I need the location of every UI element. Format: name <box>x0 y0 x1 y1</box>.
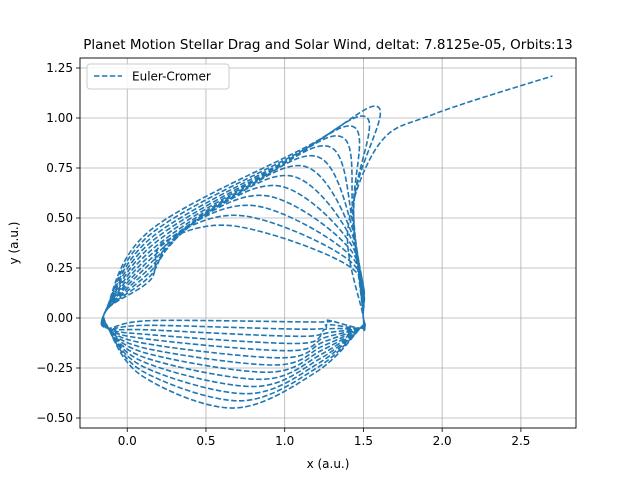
x-axis-label: x (a.u.) <box>307 457 350 471</box>
plot-frame <box>79 57 577 429</box>
y-tick-label: 0.25 <box>46 261 73 275</box>
y-axis-ticks: −0.50 −0.25 0.00 0.25 0.50 0.75 1.00 1.25 <box>36 61 80 425</box>
x-tick-label: 1.0 <box>275 434 294 448</box>
x-tick-label: 0.0 <box>118 434 137 448</box>
y-tick-label: 0.75 <box>46 161 73 175</box>
y-tick-label: −0.25 <box>36 361 73 375</box>
y-tick-label: 0.00 <box>46 311 73 325</box>
series-euler-cromer <box>100 75 553 409</box>
legend: Euler-Cromer <box>86 63 230 90</box>
x-tick-label: 0.5 <box>196 434 215 448</box>
y-tick-label: 0.50 <box>46 211 73 225</box>
x-axis-ticks: 0.0 0.5 1.0 1.5 2.0 2.5 <box>118 428 530 448</box>
y-tick-label: −0.50 <box>36 411 73 425</box>
x-tick-label: 1.5 <box>354 434 373 448</box>
chart-title: Planet Motion Stellar Drag and Solar Win… <box>83 37 572 53</box>
y-axis-label: y (a.u.) <box>7 222 21 265</box>
y-tick-label: 1.25 <box>46 61 73 75</box>
legend-box <box>86 63 230 90</box>
x-tick-label: 2.5 <box>511 434 530 448</box>
legend-label-euler-cromer: Euler-Cromer <box>132 70 211 84</box>
x-tick-label: 2.0 <box>433 434 452 448</box>
y-tick-label: 1.00 <box>46 111 73 125</box>
orbit-line <box>100 75 553 409</box>
